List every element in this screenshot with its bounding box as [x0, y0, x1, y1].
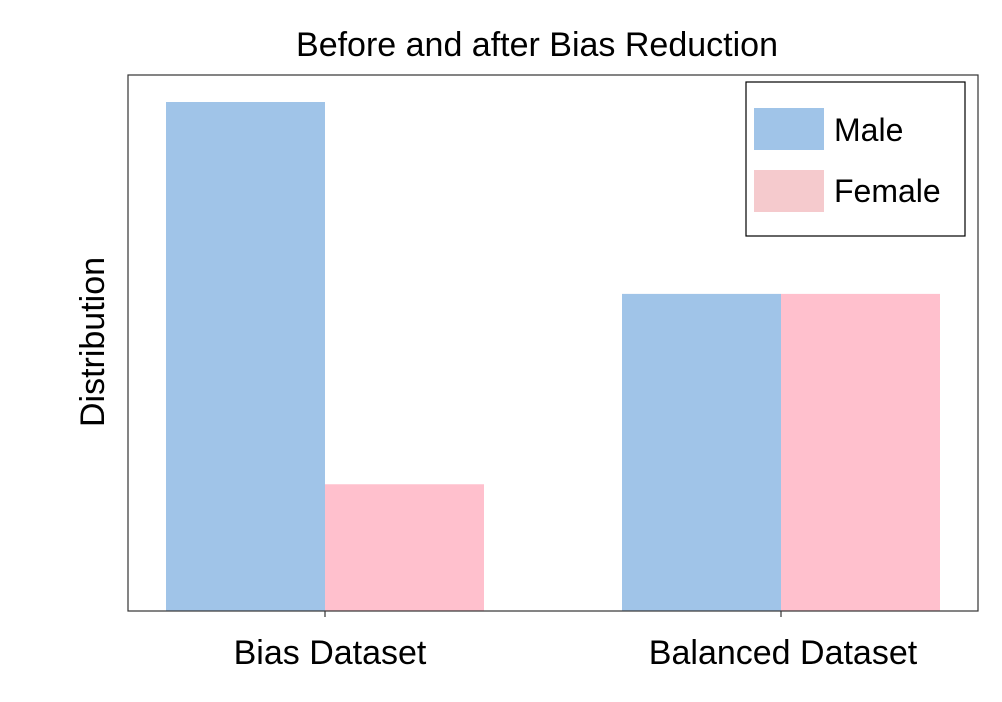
x-tick-label-bias-dataset: Bias Dataset: [234, 634, 427, 672]
x-tick-label-balanced-dataset: Balanced Dataset: [649, 634, 918, 672]
legend-frame: [745, 81, 966, 237]
plot-frame: [127, 74, 979, 612]
legend: Male Female: [745, 81, 966, 237]
chart-title: Before and after Bias Reduction: [296, 26, 778, 64]
bar-female-bias-dataset: [325, 484, 484, 611]
bars: [166, 102, 940, 611]
legend-label-female: Female: [834, 173, 941, 209]
legend-swatch-female: [754, 170, 824, 212]
legend-swatch-male: [754, 108, 824, 150]
y-axis-label: Distribution: [74, 257, 112, 427]
bar-male-balanced-dataset: [622, 293, 781, 611]
bar-female-balanced-dataset: [781, 293, 940, 611]
bar-male-bias-dataset: [166, 102, 325, 611]
legend-label-male: Male: [834, 112, 903, 148]
